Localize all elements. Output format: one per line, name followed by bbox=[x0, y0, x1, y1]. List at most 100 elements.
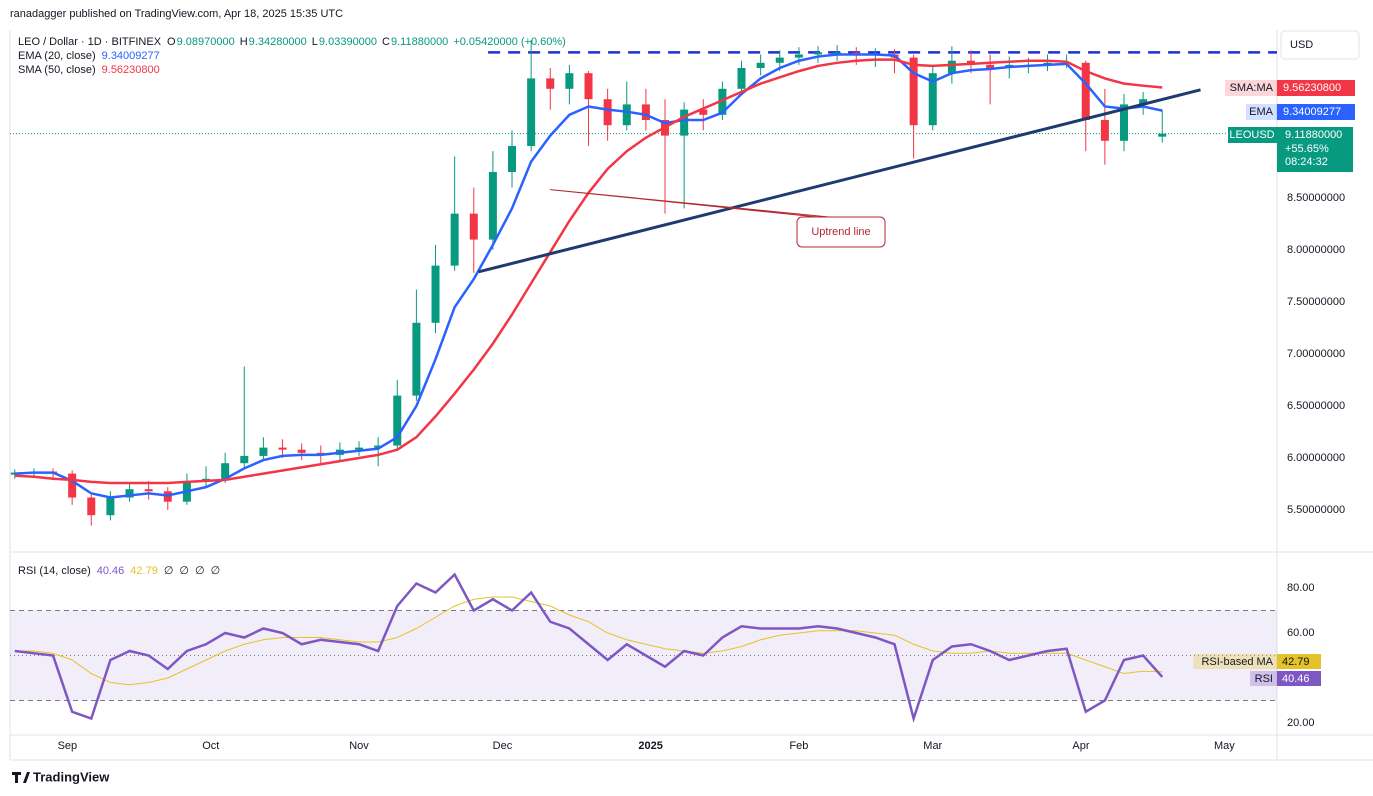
rsi-badge-label: RSI-based MA bbox=[1201, 656, 1273, 668]
rsi-badge-label: RSI bbox=[1255, 673, 1273, 685]
rsi-badge-value: 40.46 bbox=[1282, 673, 1310, 685]
candle-body bbox=[775, 57, 784, 63]
candle-body bbox=[756, 62, 765, 69]
price-badge-label: SMA:MA bbox=[1230, 82, 1274, 94]
rsi-values: 40.46 42.79 ∅ ∅ ∅ ∅ bbox=[97, 565, 226, 577]
candle-body bbox=[106, 497, 115, 516]
rsi-legend-value: 42.79 bbox=[130, 565, 158, 577]
ohlc-value: 9.08970000 bbox=[176, 36, 235, 48]
candle-body bbox=[469, 213, 478, 240]
rsi-badge-value-bg bbox=[1277, 654, 1321, 669]
candle-body bbox=[355, 447, 364, 450]
candle-body bbox=[565, 73, 574, 89]
rsi-line bbox=[14, 596, 1163, 686]
annotation-pointer bbox=[550, 189, 840, 219]
trend-line bbox=[478, 88, 1201, 274]
rsi-legend-value: 40.46 bbox=[96, 565, 125, 577]
candle-body bbox=[1120, 104, 1129, 141]
price-badge-value: 9.11880000 bbox=[1285, 129, 1342, 141]
candle-body bbox=[278, 447, 287, 450]
annotation-box bbox=[796, 216, 886, 248]
symbol-row: LEO / Dollar · 1D · BITFINEX O9.08970000 H… bbox=[18, 35, 571, 49]
candle-body bbox=[1139, 99, 1148, 105]
x-tick-label: May bbox=[1214, 740, 1235, 752]
candle-body bbox=[1081, 62, 1090, 121]
rsi-legend-value: ∅ bbox=[179, 565, 189, 577]
candle-body bbox=[527, 78, 536, 147]
brand: TradingView bbox=[33, 769, 110, 784]
indicator-name: SMA (50, close) bbox=[18, 64, 96, 76]
y-tick-label: 20.00 bbox=[1287, 717, 1315, 729]
x-tick-label: Apr bbox=[1072, 740, 1089, 752]
candle-body bbox=[794, 54, 803, 58]
candle-body bbox=[814, 52, 823, 55]
x-tick-label: Oct bbox=[202, 740, 219, 752]
legend: LEO / Dollar · 1D · BITFINEX O9.08970000 H… bbox=[18, 0, 571, 77]
candle-body bbox=[909, 57, 918, 126]
x-tick-label: Mar bbox=[923, 740, 942, 752]
candle-body bbox=[947, 60, 956, 74]
candle-body bbox=[1100, 120, 1109, 141]
candle-body bbox=[699, 109, 708, 115]
price-badge-label: LEOUSD bbox=[1229, 129, 1274, 141]
candle-body bbox=[297, 449, 306, 453]
moving-average bbox=[14, 53, 1163, 499]
indicator-value: 9.56230800 bbox=[101, 64, 160, 76]
candle-body bbox=[393, 395, 402, 446]
ohlc-value: 9.03390000 bbox=[318, 36, 378, 48]
ohlc-key: H bbox=[239, 36, 248, 48]
price-badge-label-bg bbox=[1246, 104, 1277, 120]
x-tick-label: 2025 bbox=[638, 740, 662, 752]
publisher: ranadagger published on TradingView.com,… bbox=[10, 8, 343, 20]
change: +0.05420000 (+0.60%) bbox=[453, 36, 566, 48]
y-tick-label: 60.00 bbox=[1287, 627, 1315, 639]
candle-body bbox=[641, 104, 650, 121]
candle-body bbox=[221, 463, 230, 479]
currency-button[interactable] bbox=[1280, 30, 1360, 60]
ohlc-value: 9.11880000 bbox=[391, 36, 449, 48]
rsi-badge-value-bg bbox=[1277, 671, 1321, 686]
y-tick-label: 8.50000000 bbox=[1287, 192, 1345, 204]
candle-body bbox=[431, 265, 440, 323]
candle-body bbox=[240, 455, 249, 464]
candle-body bbox=[603, 99, 612, 126]
currency: USD bbox=[1290, 39, 1313, 51]
rsi-badge-label-bg bbox=[1193, 654, 1277, 669]
ohlc-key: O bbox=[167, 36, 176, 48]
price-badge-extra: 08:24:32 bbox=[1285, 156, 1328, 168]
candle-body bbox=[125, 489, 134, 498]
candle-body bbox=[508, 146, 517, 173]
candle-body bbox=[412, 322, 421, 396]
price-badge-bg bbox=[1277, 127, 1353, 172]
y-tick-label: 7.00000000 bbox=[1287, 348, 1345, 360]
candle-body bbox=[68, 473, 77, 498]
price-badge-bg bbox=[1277, 80, 1355, 96]
symbol: LEO / Dollar · 1D · BITFINEX bbox=[18, 36, 162, 48]
candle-body bbox=[622, 104, 631, 126]
y-tick-label: 5.50000000 bbox=[1287, 504, 1345, 516]
annotation-text: Uptrend line bbox=[811, 226, 870, 238]
ohlc-key: C bbox=[382, 36, 390, 48]
rsi-legend-value: ∅ bbox=[195, 565, 205, 577]
indicator-row: EMA (20, close) 9.34009277 bbox=[18, 49, 571, 63]
rsi-badge-value: 42.79 bbox=[1282, 656, 1310, 668]
rsi-legend-value: ∅ bbox=[210, 565, 221, 577]
y-tick-label: 80.00 bbox=[1287, 582, 1315, 594]
x-tick-label: Nov bbox=[349, 740, 369, 752]
candle-body bbox=[87, 497, 96, 516]
candle-body bbox=[374, 445, 383, 448]
candle-body bbox=[584, 73, 593, 100]
x-tick-label: Sep bbox=[58, 740, 78, 752]
price-badge-value: 9.34009277 bbox=[1283, 106, 1341, 118]
price-badge-label: EMA bbox=[1249, 106, 1274, 118]
candle-body bbox=[718, 88, 727, 115]
indicator-name: EMA (20, close) bbox=[18, 50, 96, 62]
candle-body bbox=[833, 52, 842, 54]
moving-average bbox=[14, 58, 1163, 485]
y-tick-label: 6.00000000 bbox=[1287, 452, 1345, 464]
y-tick-label: 8.00000000 bbox=[1287, 244, 1345, 256]
rsi-legend: RSI (14, close) 40.46 42.79 ∅ ∅ ∅ ∅ bbox=[18, 564, 226, 577]
candle-body bbox=[546, 78, 555, 89]
candle-body bbox=[928, 73, 937, 126]
